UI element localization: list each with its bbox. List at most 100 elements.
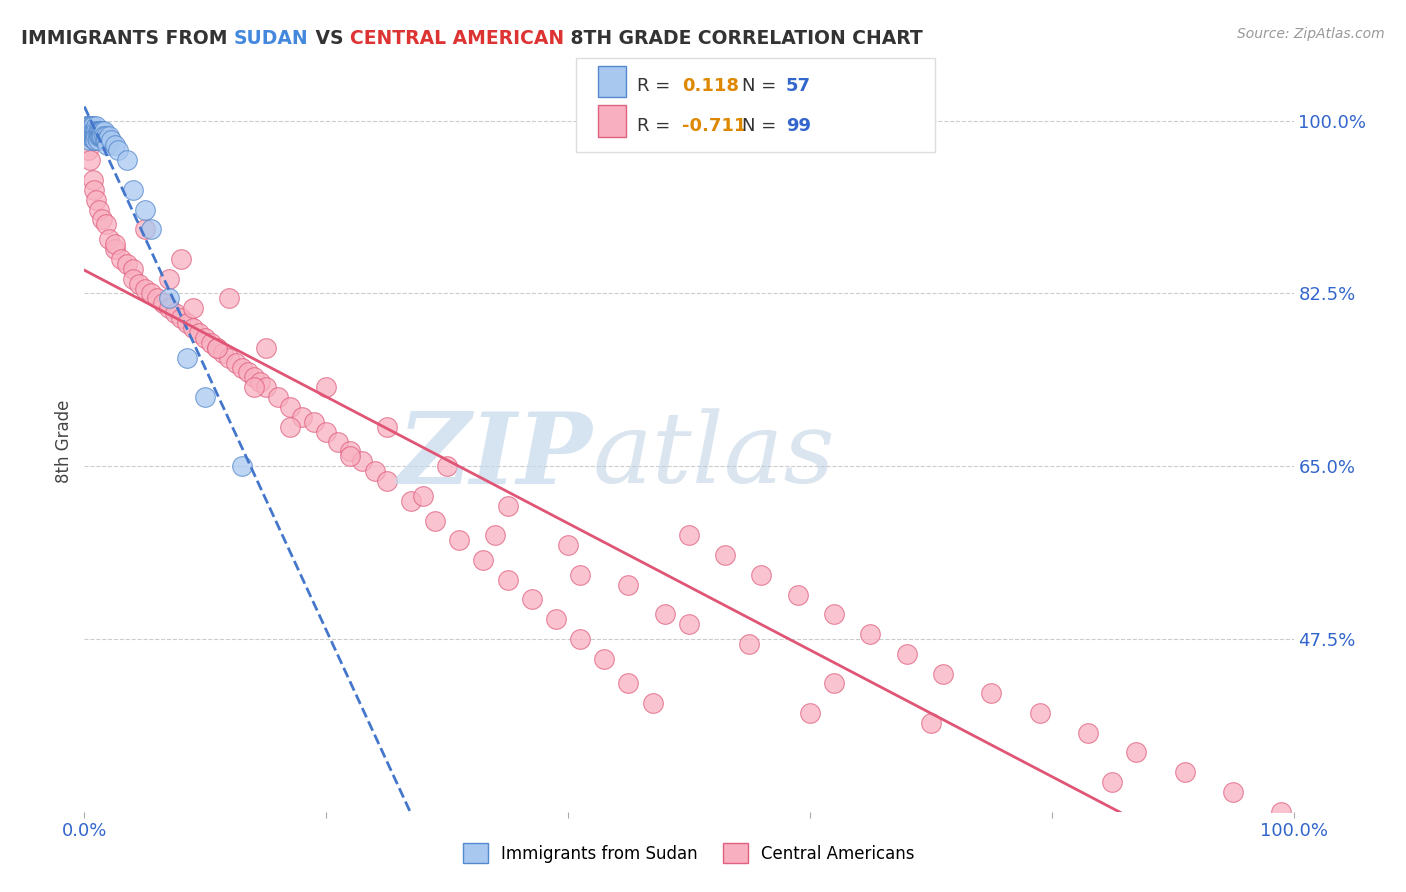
Point (80, 128, 103, 143)
Legend: Immigrants from Sudan, Central Americans: Immigrants from Sudan, Central Americans (457, 837, 921, 870)
Point (375, 419, 398, 434)
Point (77, 144, 100, 158)
Point (93, 128, 115, 143)
Point (75, 119, 97, 133)
Point (84, 123, 107, 137)
Point (1270, 805, 1292, 819)
Point (80, 123, 103, 137)
Point (82, 128, 104, 143)
Point (170, 252, 193, 266)
Point (104, 237, 127, 252)
Point (339, 450, 361, 464)
Point (569, 632, 592, 646)
Point (86, 128, 108, 143)
Text: R =: R = (637, 78, 676, 95)
Point (83, 128, 105, 143)
Text: N =: N = (742, 117, 782, 135)
Point (77, 123, 100, 137)
Point (121, 271, 143, 285)
Point (94, 128, 117, 143)
Point (1222, 785, 1244, 799)
Point (225, 355, 247, 369)
Point (121, 183, 143, 197)
Point (654, 607, 676, 622)
Point (115, 257, 138, 271)
Point (484, 528, 506, 542)
Point (412, 489, 434, 503)
Text: 8TH GRADE CORRELATION CHART: 8TH GRADE CORRELATION CHART (564, 29, 922, 47)
Point (170, 311, 193, 326)
Point (165, 306, 187, 320)
Point (157, 292, 180, 306)
Point (194, 331, 217, 345)
Point (181, 301, 204, 316)
Point (291, 409, 314, 424)
Point (236, 366, 259, 380)
Point (1125, 746, 1147, 760)
Point (231, 459, 253, 474)
Point (128, 277, 150, 291)
Point (399, 493, 422, 508)
Point (496, 499, 519, 513)
Point (96, 138, 118, 153)
Point (315, 380, 337, 394)
Point (823, 676, 845, 690)
Point (107, 144, 129, 158)
Point (278, 400, 301, 414)
Point (100, 133, 122, 147)
Point (80, 119, 103, 133)
Point (110, 252, 132, 266)
Text: -0.711: -0.711 (682, 117, 747, 135)
Point (87, 123, 110, 137)
Point (77, 119, 100, 133)
Text: 57: 57 (786, 78, 811, 95)
Point (76, 123, 98, 137)
Point (152, 296, 174, 310)
Point (84, 133, 107, 147)
Text: VS: VS (309, 29, 350, 47)
Point (139, 286, 162, 301)
Point (77, 119, 100, 133)
Text: IMMIGRANTS FROM: IMMIGRANTS FROM (21, 29, 233, 47)
Point (328, 434, 350, 449)
Point (97, 128, 120, 143)
Point (86, 123, 108, 137)
Text: SUDAN: SUDAN (233, 29, 309, 47)
Point (254, 380, 277, 394)
Point (79, 153, 101, 168)
Point (134, 202, 156, 217)
Point (157, 271, 180, 285)
Point (90, 123, 112, 137)
Point (218, 351, 240, 365)
Point (83, 133, 105, 147)
Point (520, 592, 543, 607)
Point (352, 454, 374, 468)
Point (82, 119, 104, 133)
Point (76, 128, 98, 143)
Point (678, 617, 700, 632)
Point (231, 360, 253, 375)
Point (557, 538, 579, 552)
Point (569, 567, 592, 582)
Point (91, 123, 114, 137)
Point (94, 133, 117, 147)
Point (449, 533, 471, 548)
Point (87, 202, 110, 217)
Point (86, 133, 108, 147)
Point (896, 647, 918, 661)
Point (218, 292, 240, 306)
Point (86, 193, 108, 207)
Point (242, 380, 264, 394)
Point (86, 123, 108, 137)
Point (920, 715, 942, 730)
Point (77, 128, 100, 143)
Point (249, 376, 271, 390)
Point (79, 123, 101, 137)
Point (157, 301, 180, 316)
Point (799, 706, 821, 720)
Point (86, 128, 108, 143)
Point (472, 553, 495, 567)
Point (242, 370, 264, 384)
Text: N =: N = (742, 78, 782, 95)
Point (115, 153, 138, 168)
